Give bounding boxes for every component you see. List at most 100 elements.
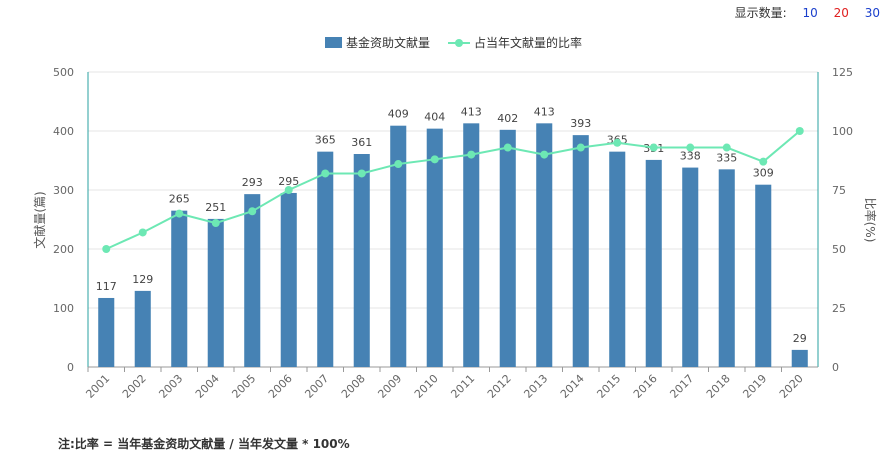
x-tick-label: 2008 [339,372,368,401]
bar[interactable] [353,154,370,367]
y2-axis-ticks: 0 25 50 75 100 125 [832,66,853,374]
ratio-point[interactable] [284,186,293,194]
ratio-point[interactable] [649,143,658,152]
bar[interactable] [536,123,553,367]
display-count-bar: 显示数量: 10 20 30 [735,4,880,21]
bar[interactable] [463,123,480,367]
bar[interactable] [499,129,516,367]
ratio-point[interactable] [394,160,403,169]
bar-data-label: 365 [315,134,336,147]
x-tick-label: 2014 [558,372,587,401]
chart-legend: 基金资助文献量 占当年文献量的比率 [325,35,582,50]
ratio-point[interactable] [357,169,366,178]
bar[interactable] [317,151,334,367]
bar-data-label: 295 [278,175,299,188]
x-tick-label: 2005 [229,372,258,401]
ratio-point[interactable] [430,155,439,164]
display-count-option-30[interactable]: 30 [864,6,880,20]
bar-data-label: 361 [351,136,372,149]
legend-bar-label: 基金资助文献量 [346,35,430,50]
bar-data-labels: 117 129 265 251 293 295 365 361 409 404 413 402 413 3… [96,105,807,345]
ratio-point[interactable] [102,245,111,253]
y-tick-label: 0 [67,361,74,374]
x-tick-label: 2002 [120,372,149,401]
legend-line-marker [455,39,463,47]
ratio-line [105,130,801,250]
x-tick-label: 2017 [667,372,696,401]
display-count-label: 显示数量: [734,6,787,20]
x-tick-label: 2013 [521,372,550,401]
bar[interactable] [645,159,662,367]
ratio-point[interactable] [722,143,731,152]
ratio-point[interactable] [248,207,257,216]
bar[interactable] [134,290,151,367]
ratio-point[interactable] [759,157,768,166]
bar[interactable] [98,297,115,367]
x-tick-label: 2004 [193,372,222,401]
bar-data-label: 404 [424,111,445,124]
bar-data-label: 413 [461,105,482,118]
ratio-point[interactable] [795,127,804,135]
x-tick-label: 2001 [83,372,112,401]
bar[interactable] [682,167,699,367]
bar[interactable] [609,151,626,367]
x-tick-label: 2009 [375,372,404,401]
ratio-point[interactable] [503,143,512,152]
x-tick-label: 2015 [594,372,623,401]
legend-item-line-series[interactable]: 占当年文献量的比率 [448,35,582,50]
legend-line-label: 占当年文献量的比率 [474,35,582,50]
legend-bar-swatch [325,37,342,48]
bar-data-label: 129 [132,273,153,286]
x-tick-label: 2007 [302,372,331,401]
bar[interactable] [755,184,772,367]
bar-data-label: 293 [242,176,263,189]
bar[interactable] [244,194,261,367]
bar-series [98,123,808,367]
y-tick-label: 200 [53,243,74,256]
x-tick-label: 2019 [740,372,769,401]
bar[interactable] [572,135,589,367]
bar[interactable] [718,169,735,367]
bar-data-label: 335 [716,151,737,164]
grid-lines [88,71,818,368]
y2-tick-label: 75 [832,184,846,197]
bar-data-label: 393 [570,117,591,130]
legend-item-bar-series[interactable]: 基金资助文献量 [325,35,430,50]
y2-tick-label: 100 [832,125,853,138]
ratio-point[interactable] [211,219,220,228]
y-tick-label: 100 [53,302,74,315]
x-tick-label: 2012 [485,372,514,401]
bar[interactable] [280,192,297,367]
x-tick-label: 2018 [704,372,733,401]
bar-data-label: 309 [753,167,774,180]
ratio-point[interactable] [175,209,184,218]
x-axis-ticks: 2001 2002 2003 2004 2005 2006 2007 2008 2009 2010… [83,367,806,401]
ratio-point[interactable] [686,143,695,152]
display-count-option-20[interactable]: 20 [833,6,849,20]
ratio-point[interactable] [613,138,622,147]
x-tick-label: 2016 [631,372,660,401]
y-axis-title: 文献量(篇) [32,191,47,248]
ratio-point[interactable] [467,150,476,159]
ratio-point[interactable] [576,143,585,152]
display-count-option-10[interactable]: 10 [802,6,818,20]
y-tick-label: 500 [53,66,74,79]
y2-tick-label: 0 [832,361,839,374]
y2-tick-label: 125 [832,66,853,79]
bar[interactable] [791,349,808,367]
ratio-point[interactable] [138,228,147,237]
bar[interactable] [207,218,224,367]
bar-data-label: 338 [680,150,701,163]
bar-data-label: 413 [534,105,555,118]
bar-data-label: 265 [169,193,190,206]
ratio-line-series [102,127,804,253]
y2-tick-label: 25 [832,302,846,315]
combo-chart: 基金资助文献量 占当年文献量的比率 117 129 265 251 293 295 365 3… [32,35,878,401]
ratio-point[interactable] [540,150,549,159]
y2-tick-label: 50 [832,243,846,256]
bar[interactable] [426,128,443,367]
bar[interactable] [390,125,407,367]
y-axis-ticks: 0 100 200 300 400 500 [53,66,74,374]
ratio-point[interactable] [321,169,330,178]
bar[interactable] [171,210,188,367]
